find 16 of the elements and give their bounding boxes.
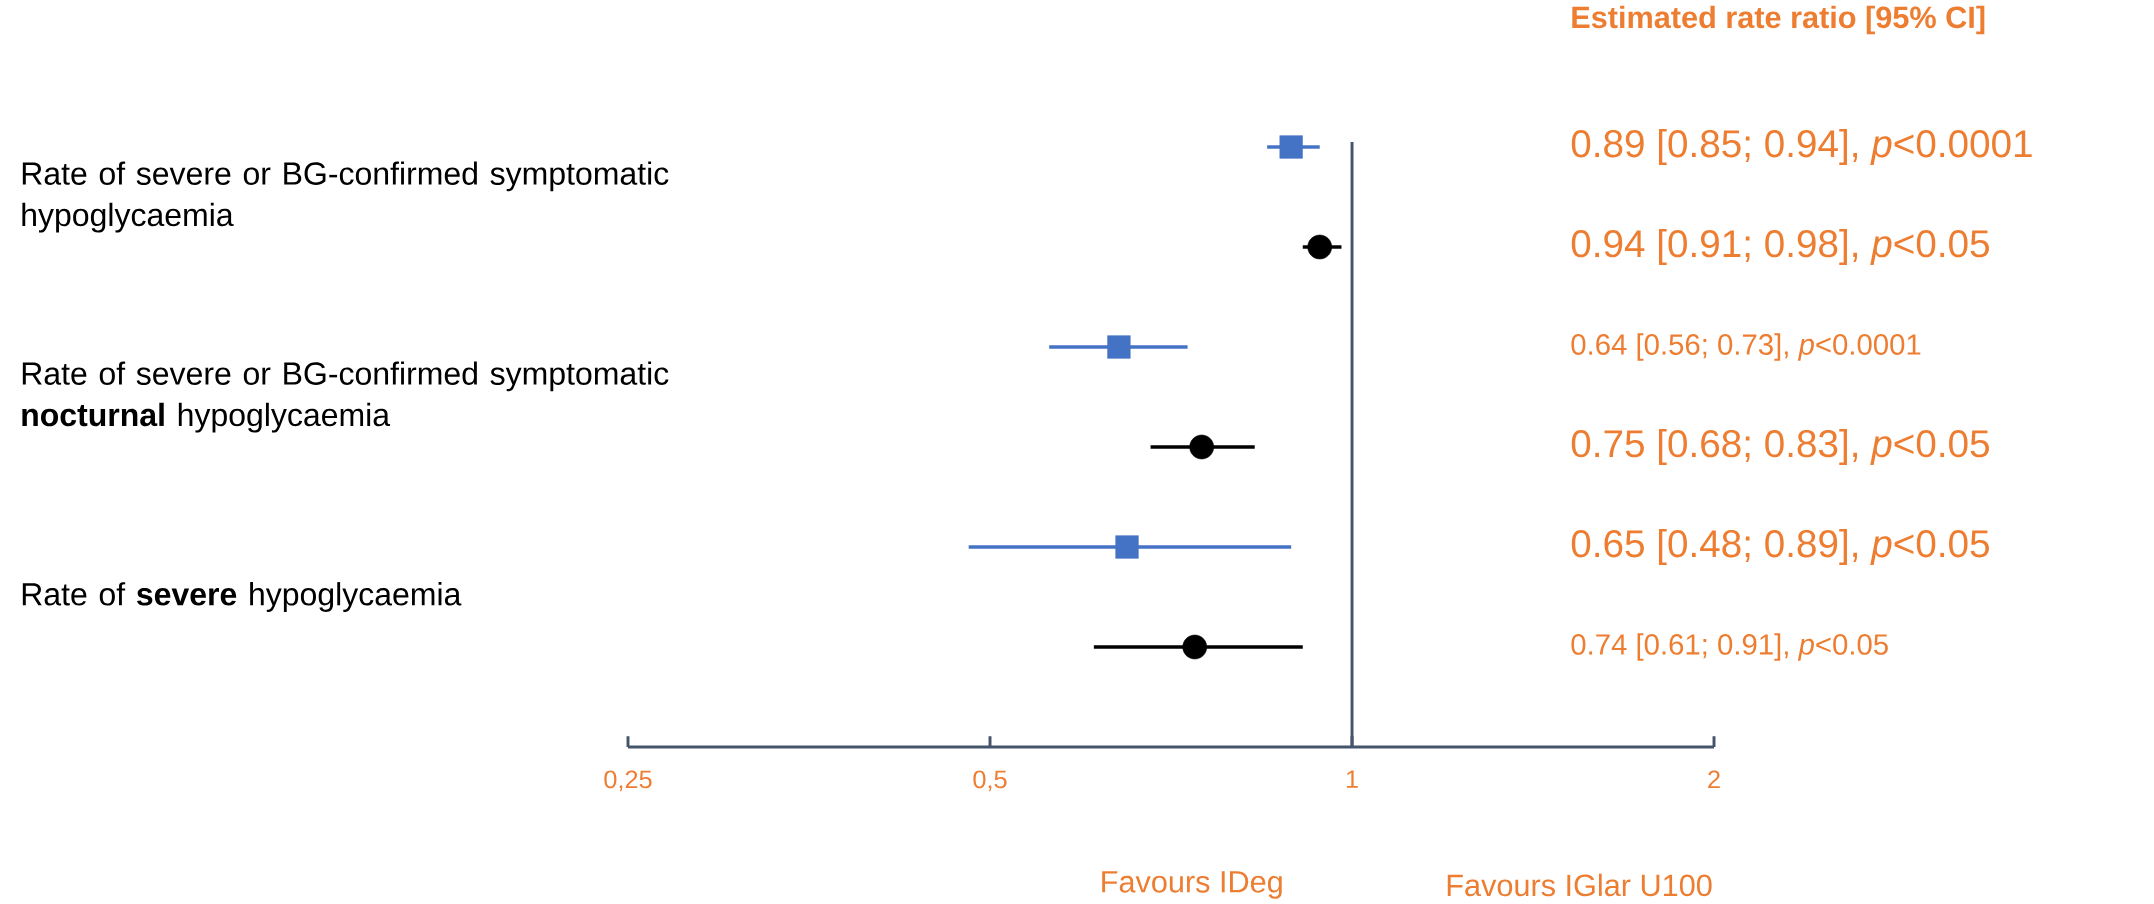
y-tick-label: Rate of severe or BG-confirmed symptomatic hypoglycaemia — [22, 161, 669, 233]
y-tick-label: Rate of severe or BG-confirmed symptomatic nocturnal hypoglycaemia — [22, 361, 669, 433]
x-tick-label: 1 — [1346, 770, 1358, 788]
text: Favours IDeg — [1102, 871, 1282, 899]
annotation: 0.89 [0.85; 0.94], p<0.0001 — [1571, 129, 2032, 166]
annotation: 0.65 [0.48; 0.89], p<0.05 — [1571, 528, 1989, 566]
text: Estimated rate ratio [95% CI] — [1572, 5, 1985, 35]
x-tick-label: 0,5 — [973, 770, 1007, 792]
annotation: 0.75 [0.68; 0.83], p<0.05 — [1571, 428, 1989, 466]
annotation: 0.74 [0.61; 0.91], p<0.05 — [1571, 633, 1888, 661]
x-tick-label: 2 — [1708, 770, 1720, 789]
annotation: 0.94 [0.91; 0.98], p<0.05 — [1571, 228, 1989, 266]
annotation: 0.64 [0.56; 0.73], p<0.0001 — [1571, 333, 1921, 361]
text: Favours IGlar U100 — [1447, 873, 1712, 897]
y-tick-label: Rate of severe hypoglycaemia — [22, 582, 462, 612]
x-tick-label: 0,25 — [604, 770, 652, 792]
